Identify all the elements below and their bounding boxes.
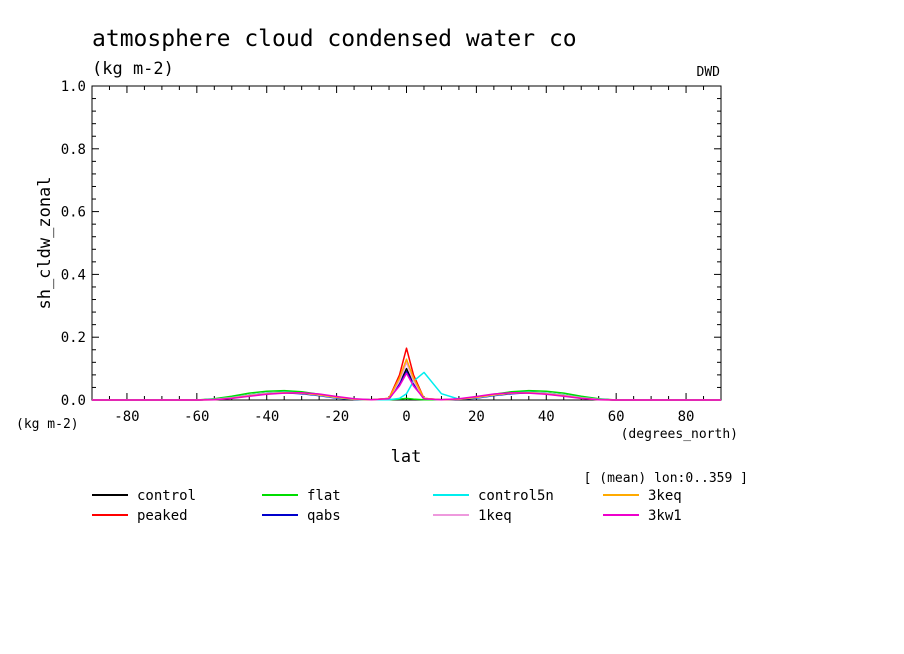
legend-label: 3keq: [648, 488, 682, 504]
source-label: DWD: [697, 65, 721, 80]
x-tick-label: 40: [538, 409, 555, 425]
x-tick-label: 20: [468, 409, 485, 425]
chart-units: (kg m-2): [92, 59, 174, 79]
y-tick-label: 1.0: [61, 79, 86, 95]
x-axis-title: lat: [391, 447, 422, 467]
y-tick-label: 0.4: [61, 267, 86, 283]
subset-note: [ (mean) lon:0..359 ]: [584, 471, 748, 486]
x-unit-label: (degrees_north): [621, 427, 738, 442]
y-tick-label: 0.2: [61, 330, 86, 346]
x-tick-label: -20: [324, 409, 349, 425]
series-lines: [92, 347, 721, 401]
x-tick-label: 0: [402, 409, 410, 425]
legend-label: 3kw1: [648, 508, 682, 524]
x-tick-label: 80: [678, 409, 695, 425]
y-tick-label: 0.8: [61, 142, 86, 158]
x-tick-label: -60: [184, 409, 209, 425]
y-unit-label: (kg m-2): [16, 417, 79, 432]
legend-label: flat: [307, 488, 341, 504]
chart-title: atmosphere cloud condensed water co: [92, 26, 577, 52]
series-line-flat: [92, 389, 721, 401]
y-tick-label: 0.0: [61, 393, 86, 409]
legend-label: peaked: [137, 508, 188, 524]
legend-label: qabs: [307, 508, 341, 524]
axis-ticks: -80 -60 -40 -20 0 20 40 60 80 0.0 0.2 0.4 0.6 0.8 1.0: [61, 79, 722, 425]
plot-area: -80 -60 -40 -20 0 20 40 60 80 0.0 0.2 0.4 0.6 0.8 1.0: [61, 79, 722, 425]
y-axis-title: sh_cldw_zonal: [35, 176, 55, 309]
plot-frame: [91, 85, 722, 401]
legend-label: control5n: [478, 488, 554, 504]
x-tick-label: -40: [254, 409, 279, 425]
x-tick-label: -80: [114, 409, 139, 425]
legend: control peaked flat qabs control5n 1keq 3keq 3k…: [92, 488, 682, 524]
legend-label: control: [137, 488, 196, 504]
x-tick-label: 60: [608, 409, 625, 425]
legend-label: 1keq: [478, 508, 512, 524]
y-tick-label: 0.6: [61, 205, 86, 221]
series-line-3kw1: [92, 372, 721, 401]
